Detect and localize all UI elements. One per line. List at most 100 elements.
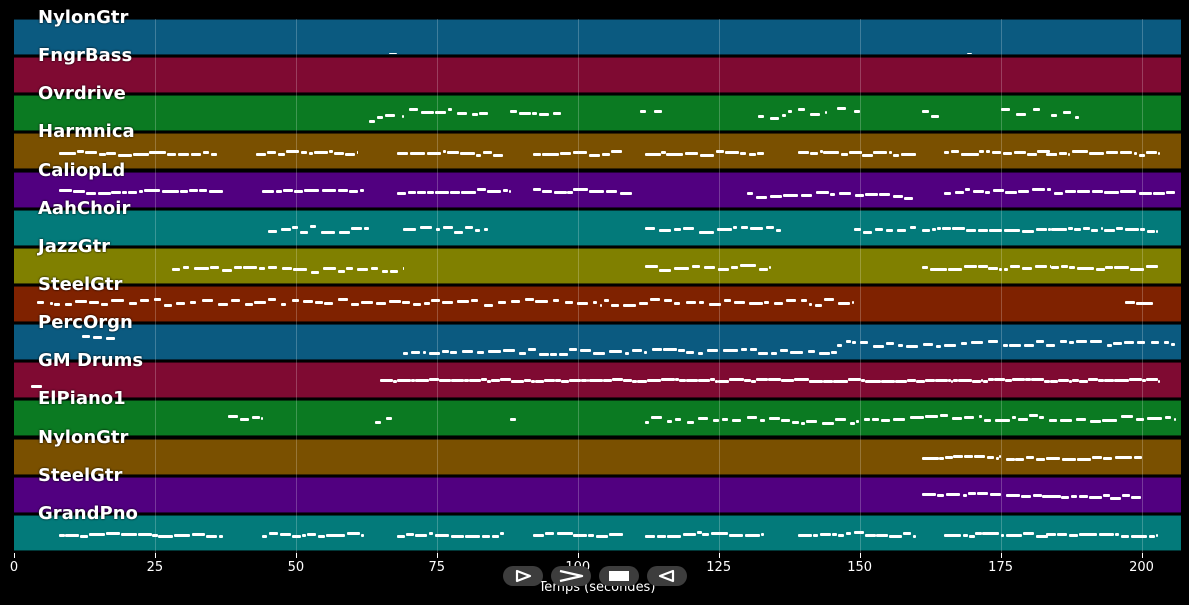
note-mark <box>1039 416 1045 420</box>
note-mark <box>493 153 503 157</box>
note-mark <box>793 377 809 381</box>
note-mark <box>276 189 283 193</box>
note-mark <box>1114 265 1130 269</box>
note-mark <box>863 231 872 234</box>
note-mark <box>862 153 873 157</box>
note-mark <box>222 54 227 55</box>
note-mark <box>89 532 106 536</box>
note-mark <box>389 299 402 303</box>
note-mark <box>645 421 649 425</box>
note-mark <box>1145 378 1159 382</box>
note-mark <box>1048 418 1058 422</box>
note-mark <box>475 229 480 232</box>
note-mark <box>564 301 574 305</box>
note-mark <box>1145 264 1159 268</box>
note-mark <box>825 110 827 114</box>
note-mark <box>450 190 460 194</box>
note-mark <box>837 343 842 347</box>
note-mark <box>152 534 158 538</box>
note-mark <box>1146 229 1155 233</box>
note-mark <box>1134 152 1138 156</box>
note-mark <box>280 302 286 306</box>
stop-button[interactable] <box>599 566 639 586</box>
rewind-button[interactable] <box>647 566 687 586</box>
note-mark <box>921 456 939 460</box>
note-mark <box>608 349 623 353</box>
note-mark <box>944 150 950 154</box>
note-mark <box>450 350 458 354</box>
note-mark <box>371 266 379 270</box>
note-mark <box>1014 151 1027 155</box>
note-mark <box>936 494 945 498</box>
note-mark <box>972 189 984 193</box>
note-mark <box>441 300 453 304</box>
note-mark <box>402 300 410 304</box>
note-mark <box>315 301 323 305</box>
note-mark <box>543 379 555 383</box>
note-mark <box>456 300 469 304</box>
note-mark <box>434 534 449 538</box>
play-button[interactable] <box>503 566 543 586</box>
note-mark <box>833 379 848 383</box>
note-mark <box>1046 344 1056 348</box>
note-mark <box>905 345 918 349</box>
note-mark <box>1131 495 1141 499</box>
note-mark <box>696 531 702 535</box>
note-mark <box>1091 189 1103 193</box>
note-mark <box>845 532 852 536</box>
note-mark <box>535 379 544 383</box>
note-mark <box>1009 264 1021 268</box>
note-mark <box>978 415 982 419</box>
note-mark <box>611 303 619 307</box>
play-icon <box>515 569 532 583</box>
note-mark <box>686 351 695 355</box>
fast-forward-button[interactable] <box>551 566 591 586</box>
track-label: FngrBass <box>38 45 133 67</box>
note-mark <box>964 187 971 191</box>
track-row <box>14 400 1181 437</box>
note-mark <box>674 266 689 270</box>
note-mark <box>397 534 405 538</box>
note-mark <box>783 54 789 55</box>
note-mark <box>158 534 174 538</box>
note-mark <box>818 351 830 355</box>
note-mark <box>554 191 568 195</box>
note-mark <box>1078 532 1097 536</box>
note-mark <box>338 188 348 192</box>
note-mark <box>717 228 732 232</box>
note-mark <box>476 153 481 157</box>
note-mark <box>931 115 939 119</box>
note-mark <box>915 380 926 384</box>
note-mark <box>268 297 277 301</box>
note-mark <box>769 265 771 269</box>
note-mark <box>509 190 511 194</box>
note-mark <box>1023 344 1034 348</box>
note-mark <box>1163 340 1170 344</box>
note-mark <box>193 266 210 270</box>
note-mark <box>478 93 485 94</box>
note-mark <box>679 378 686 382</box>
note-mark <box>612 378 624 382</box>
note-mark <box>412 303 422 307</box>
note-mark <box>410 152 425 156</box>
note-mark <box>397 151 408 155</box>
note-mark <box>472 112 478 116</box>
note-mark <box>318 534 326 538</box>
note-mark <box>930 268 948 272</box>
note-mark <box>573 534 587 538</box>
note-mark <box>823 150 840 154</box>
note-mark <box>748 302 763 306</box>
note-mark <box>623 378 632 382</box>
note-mark <box>976 491 989 495</box>
track-row <box>14 438 1181 475</box>
note-mark <box>699 53 707 54</box>
note-mark <box>1110 497 1122 501</box>
note-mark <box>786 299 797 303</box>
note-mark <box>323 266 336 270</box>
note-mark <box>625 351 629 355</box>
note-mark <box>245 303 253 307</box>
note-mark <box>667 419 672 423</box>
note-mark <box>860 378 865 382</box>
track-label: AahChoir <box>38 197 131 219</box>
note-mark <box>888 150 893 154</box>
